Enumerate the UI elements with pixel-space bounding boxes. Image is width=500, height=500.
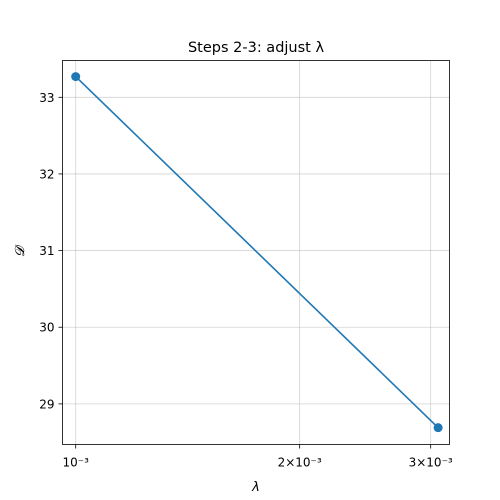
plot-frame <box>63 61 450 445</box>
y-tick-label: 33 <box>39 91 54 105</box>
y-tick-label: 31 <box>39 244 54 258</box>
x-tick-label: 10⁻³ <box>62 456 89 470</box>
chart-title: Steps 2-3: adjust λ <box>188 40 325 56</box>
data-point <box>434 423 443 432</box>
y-tick-label: 32 <box>39 167 54 181</box>
data-point <box>71 72 80 81</box>
series-line <box>76 77 438 428</box>
x-axis-label: λ <box>251 480 260 495</box>
series-layer <box>71 72 442 432</box>
y-axis-label: 𝓓 <box>13 244 28 257</box>
x-tick-label: 3×10⁻³ <box>409 456 453 470</box>
x-tick-label: 2×10⁻³ <box>278 456 322 470</box>
x-axis-ticks: 10⁻³ 2×10⁻³ 3×10⁻³ <box>62 445 452 470</box>
y-tick-label: 30 <box>39 321 54 335</box>
grid <box>63 61 450 445</box>
y-tick-label: 29 <box>39 397 54 411</box>
y-axis-ticks: 29 30 31 32 33 <box>39 91 62 412</box>
